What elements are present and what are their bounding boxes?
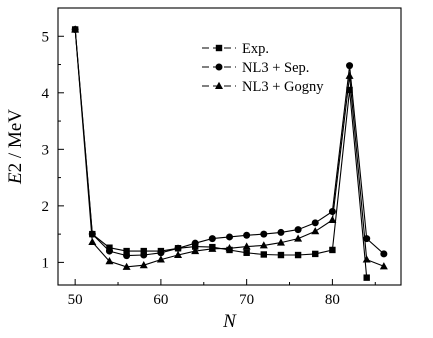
data-point [157,249,165,257]
y-axis-title-var: E [5,172,26,185]
data-point [260,251,267,258]
data-point [312,250,319,258]
legend-marker [215,44,223,52]
data-point [191,239,199,247]
data-point [122,262,131,270]
data-point [191,246,200,255]
data-point [243,231,251,239]
y-tick-label: 5 [42,29,50,45]
series-circle [71,25,388,260]
data-point [139,261,148,269]
data-point [123,252,131,260]
data-point [140,251,148,259]
data-point [277,251,285,259]
data-point [311,227,320,235]
data-point [346,86,353,94]
legend-label: NL3 + Gogny [242,79,324,95]
data-point [225,244,234,252]
data-point [226,233,233,241]
data-point [380,250,388,258]
data-point [294,251,302,259]
data-point [276,238,285,246]
series-triangle [71,25,388,270]
data-point [328,215,337,223]
y-tick-label: 4 [42,86,50,102]
data-point [242,242,251,250]
data-point [156,255,165,263]
y-tick-label: 1 [42,255,50,271]
x-tick-label: 60 [153,292,168,308]
data-point [311,219,319,227]
data-point [329,246,336,254]
data-point [88,237,97,246]
series-group [71,25,388,281]
data-point [71,25,80,33]
data-point [105,257,114,265]
data-point [123,247,130,255]
legend-item: NL3 + Sep. [202,60,309,76]
x-tick-label: 50 [68,292,83,308]
legend-item: NL3 + Gogny [202,79,324,95]
legend-label: NL3 + Sep. [242,60,309,76]
data-point [88,230,96,238]
data-point [277,228,285,236]
data-point [294,226,302,234]
x-tick-label: 80 [325,292,340,308]
data-point [208,244,217,252]
data-point [260,230,268,238]
data-point [328,208,336,216]
x-tick-label: 70 [239,292,254,308]
data-point [346,62,354,70]
legend: Exp. NL3 + Sep. NL3 + Gogny [202,41,324,95]
x-axis-title: N [222,311,237,332]
data-point [174,250,183,259]
data-point [362,255,371,263]
legend-marker [215,81,223,89]
legend-label: Exp. [242,41,269,57]
y-axis-title-rest: 2 / MeV [5,109,26,173]
data-point [345,71,354,79]
data-point [243,249,250,256]
data-point [363,274,370,281]
y-tick-label: 3 [42,142,50,158]
legend-marker [215,63,223,71]
ticks-group: 50 60 70 80 1 2 3 4 5 [42,7,376,308]
legend-item: Exp. [202,41,269,57]
data-point [379,262,388,270]
data-point [208,235,216,243]
data-point [105,247,113,255]
series-line [74,29,385,257]
series-line [74,29,385,268]
data-point [174,244,182,252]
data-point [140,247,147,255]
plot-frame [57,7,402,286]
y-tick-label: 2 [42,199,50,215]
data-point [294,234,303,242]
y-axis-title: E2 / MeV [5,109,26,185]
data-point [259,241,268,249]
